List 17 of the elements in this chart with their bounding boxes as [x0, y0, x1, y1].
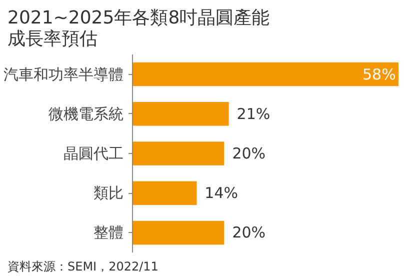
y-tick-label: 汽車和功率半導體 — [4, 65, 124, 84]
y-tick-label: 類比 — [94, 184, 124, 202]
y-tick-label: 整體 — [94, 224, 124, 242]
data-label: 58% — [362, 65, 396, 84]
bar — [132, 142, 224, 166]
chart-title: 2021~2025年各類8吋晶圓產能成長率預估 — [8, 8, 270, 50]
bar — [132, 102, 229, 126]
bar — [132, 62, 398, 86]
data-label: 20% — [232, 224, 266, 242]
data-label: 21% — [236, 104, 270, 123]
source-note: 資料來源：SEMI，2022/11 — [8, 260, 158, 274]
data-label: 14% — [204, 184, 238, 202]
y-tick-label: 晶圓代工 — [64, 144, 124, 162]
data-label: 20% — [232, 144, 266, 162]
y-tick-label: 微機電系統 — [48, 104, 124, 123]
bar — [132, 181, 197, 205]
bar — [132, 220, 224, 245]
